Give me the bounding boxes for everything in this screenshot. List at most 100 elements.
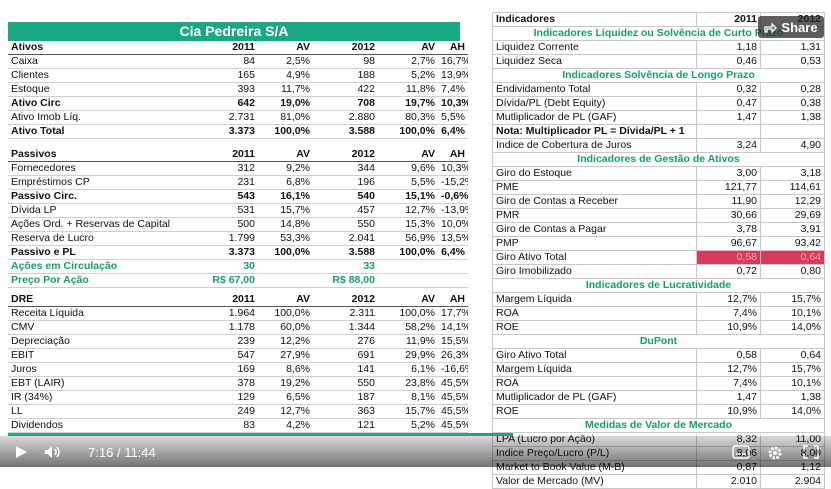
passivos-extra-value: R$ 88,00 [313, 273, 378, 288]
dre-cell: 363 [313, 404, 378, 419]
share-button[interactable]: Share [758, 16, 824, 38]
settings-icon[interactable] [767, 445, 783, 461]
ativos-header-cell: AV [258, 41, 313, 55]
indicador-cell: 15,7% [760, 362, 825, 377]
ativos-cell: 80,3% [378, 110, 438, 125]
table-row: ROE 10,9% 14,0% [492, 404, 825, 419]
indicador-cell: Dívida/PL (Debt Equity) [492, 96, 697, 111]
indicador-cell: 93,42 [760, 236, 825, 251]
table-row: Receita Líquida 1.964 100,0% 2.311 100,0% 17,… [8, 306, 468, 321]
table-row: Nota: Multiplicador PL = Dívida/PL + 1 [492, 124, 825, 139]
passivos-cell: 15,3% [378, 217, 438, 232]
indicador-cell: PMR [492, 208, 697, 223]
dre-cell: 239 [188, 334, 258, 349]
indicador-cell: ROA [492, 376, 697, 391]
indicador-cell: Liquidez Corrente [492, 40, 697, 55]
dre-cell: CMV [8, 320, 188, 335]
dre-cell: 1.964 [188, 306, 258, 321]
indicador-cell: 0,53 [760, 54, 825, 69]
passivos-cell: 53,3% [258, 231, 313, 246]
passivos-cell: 9,2% [258, 161, 313, 176]
indicador-cell: 1,38 [760, 110, 825, 125]
indicador-cell: 7,4% [696, 376, 761, 391]
indicador-cell: Indice de Cobertura de Juros [492, 138, 697, 153]
ativos-cell: 5,5% [438, 110, 468, 125]
dre-cell: 5,2% [378, 418, 438, 433]
indicador-cell: 0,80 [760, 264, 825, 279]
ativos-cell: Caixa [8, 54, 188, 69]
captions-icon[interactable] [732, 445, 750, 459]
indicador-cell: 14,0% [760, 404, 825, 419]
indicador-cell: 12,7% [696, 292, 761, 307]
section-title-row: Medidas de Valor de Mercado [492, 418, 825, 433]
volume-icon[interactable] [44, 445, 62, 459]
table-row: PMR 30,66 29,69 [492, 208, 825, 223]
time-separator: / [116, 445, 121, 460]
table-row: Passivo Circ. 543 16,1% 540 15,1% -0,6% [8, 189, 468, 204]
table-row: EBIT 547 27,9% 691 29,9% 26,3% [8, 348, 468, 363]
indicador-cell: 0,32 [696, 82, 761, 97]
passivos-cell: 500 [188, 217, 258, 232]
passivos-cell: 540 [313, 189, 378, 204]
fullscreen-icon[interactable] [803, 445, 819, 459]
table-row: Ações Ord. + Reservas de Capital 500 14,8%… [8, 217, 468, 232]
passivos-cell: Empréstimos CP [8, 175, 188, 190]
indicador-cell: 4,90 [760, 138, 825, 153]
empty-cell [258, 273, 313, 288]
dre-cell: 12,2% [258, 334, 313, 349]
dre-cell: LL [8, 404, 188, 419]
ativos-cell: 5,2% [378, 68, 438, 83]
indicador-cell: 10,1% [760, 376, 825, 391]
indicador-cell: 1,47 [696, 390, 761, 405]
table-row: Caixa 84 2,5% 98 2,7% 16,7% [8, 54, 468, 69]
table-row: Ativo Circ 642 19,0% 708 19,7% 10,3% [8, 96, 468, 111]
dre-table: DRE 2011 AV 2012 AV AH Receita Líquida 1.964 100… [8, 293, 468, 433]
ativos-cell: 19,7% [378, 96, 438, 111]
ativos-cell: 100,0% [378, 124, 438, 139]
dre-header-cell: DRE [8, 293, 188, 307]
ativos-cell: 10,3% [438, 96, 468, 111]
passivos-cell: 10,0% [438, 217, 468, 232]
indicador-cell: 0,46 [696, 54, 761, 69]
table-row: Giro Ativo Total 0,58 0,64 [492, 348, 825, 363]
indicador-cell: 114,61 [760, 180, 825, 195]
progress-bar[interactable] [8, 433, 823, 436]
company-title: Cia Pedreira S/A [8, 22, 460, 41]
indicador-cell: 12,29 [760, 194, 825, 209]
passivos-cell: Passivo Circ. [8, 189, 188, 204]
table-row: PMP 96,67 93,42 [492, 236, 825, 251]
indicador-cell: 1,47 [696, 110, 761, 125]
indicador-cell: Endividamento Total [492, 82, 697, 97]
dre-cell: 121 [313, 418, 378, 433]
indicador-cell: PMP [492, 236, 697, 251]
dre-cell: 249 [188, 404, 258, 419]
dre-cell: 45,5% [438, 376, 468, 391]
indicador-cell: PME [492, 180, 697, 195]
dre-cell: 19,2% [258, 376, 313, 391]
ativos-cell: 4,9% [258, 68, 313, 83]
passivos-cell: 100,0% [258, 245, 313, 260]
dre-cell: 547 [188, 348, 258, 363]
passivos-cell: -0,6% [438, 189, 468, 204]
dre-cell: 1.178 [188, 320, 258, 335]
indicador-cell: Giro Ativo Total [492, 348, 697, 363]
dre-cell: Receita Líquida [8, 306, 188, 321]
section-title: Indicadores de Lucratividade [492, 278, 825, 293]
table-row: ROA 7,4% 10,1% [492, 376, 825, 391]
dre-cell: 378 [188, 376, 258, 391]
dre-header-cell: AH [438, 293, 468, 307]
dre-cell: Juros [8, 362, 188, 377]
play-icon[interactable] [14, 445, 28, 459]
ativos-cell: 2,7% [378, 54, 438, 69]
dre-cell: 4,2% [258, 418, 313, 433]
passivos-extra-value: R$ 67,00 [188, 273, 258, 288]
indicador-cell: 0,58 [696, 348, 761, 363]
passivos-cell: 344 [313, 161, 378, 176]
ativos-cell: 422 [313, 82, 378, 97]
indicador-cell: 3,00 [696, 166, 761, 181]
table-row: Giro Ativo Total 0,58 0,64 [492, 250, 825, 265]
indicador-cell: Liquidez Seca [492, 54, 697, 69]
indicador-cell: 3,78 [696, 222, 761, 237]
indicador-cell: Mutliplicador de PL (GAF) [492, 390, 697, 405]
